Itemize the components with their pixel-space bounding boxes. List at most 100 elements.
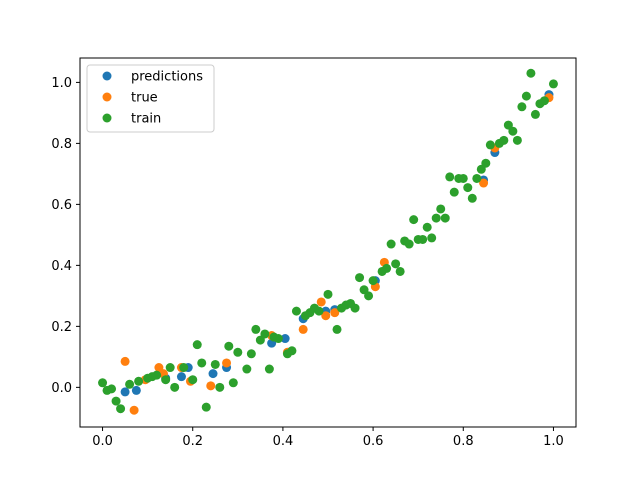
- train-point: [431, 213, 441, 223]
- train-point: [246, 349, 256, 359]
- train-point: [125, 379, 135, 389]
- train-point: [98, 378, 108, 388]
- legend-marker-true: [102, 92, 112, 102]
- train-point: [323, 289, 333, 299]
- train-point: [548, 79, 558, 89]
- y-tick-label: 0.0: [51, 381, 72, 396]
- train-point: [481, 158, 491, 168]
- train-point: [440, 213, 450, 223]
- train-point: [179, 363, 189, 373]
- predictions-point: [176, 372, 186, 382]
- train-point: [499, 135, 509, 145]
- train-point: [512, 135, 522, 145]
- true-point: [479, 178, 489, 188]
- train-point: [508, 126, 518, 136]
- train-point: [418, 234, 428, 244]
- true-point: [120, 356, 130, 366]
- series-train: [98, 68, 558, 414]
- train-point: [134, 376, 144, 386]
- true-point: [298, 324, 308, 334]
- train-point: [530, 109, 540, 119]
- legend-marker-predictions: [102, 71, 112, 81]
- true-point: [316, 297, 326, 307]
- axes-frame: [79, 57, 577, 428]
- train-point: [242, 364, 252, 374]
- y-tick-label: 0.2: [51, 320, 72, 335]
- data-points: [98, 68, 558, 415]
- train-point: [526, 68, 536, 78]
- train-point: [539, 96, 549, 106]
- train-point: [197, 358, 207, 368]
- predictions-point: [120, 387, 130, 397]
- train-point: [472, 173, 482, 183]
- train-point: [116, 404, 126, 414]
- y-tick-label: 0.8: [51, 137, 72, 152]
- train-point: [458, 173, 468, 183]
- train-point: [233, 347, 243, 357]
- legend-box: [86, 64, 215, 133]
- train-point: [391, 259, 401, 269]
- y-tick-label: 1.0: [51, 76, 72, 91]
- x-tick-label: 0.2: [182, 434, 203, 449]
- train-point: [427, 233, 437, 243]
- train-point: [251, 324, 261, 334]
- train-point: [188, 375, 198, 385]
- train-point: [201, 402, 211, 412]
- train-point: [386, 239, 396, 249]
- train-point: [409, 215, 419, 225]
- train-point: [224, 341, 234, 351]
- train-point: [422, 222, 432, 232]
- train-point: [364, 291, 374, 301]
- train-point: [517, 102, 527, 112]
- train-point: [332, 324, 342, 334]
- legend-label-predictions: predictions: [131, 70, 203, 85]
- train-point: [404, 239, 414, 249]
- train-point: [260, 329, 270, 339]
- predictions-point: [208, 369, 218, 379]
- x-axis: 0.0 0.2 0.4 0.6 0.8 1.0: [92, 427, 564, 449]
- train-point: [382, 263, 392, 273]
- train-point: [228, 378, 238, 388]
- predictions-point: [131, 385, 141, 395]
- train-point: [152, 370, 162, 380]
- legend-label-train: train: [131, 112, 161, 127]
- train-point: [368, 276, 378, 286]
- train-point: [210, 359, 220, 369]
- train-point: [449, 187, 459, 197]
- legend-marker-train: [102, 113, 112, 123]
- train-point: [463, 183, 473, 193]
- train-point: [165, 363, 175, 373]
- train-point: [521, 91, 531, 101]
- train-point: [111, 396, 121, 406]
- true-point: [129, 405, 139, 415]
- x-tick-label: 0.0: [92, 434, 113, 449]
- y-axis: 0.0 0.2 0.4 0.6 0.8 1.0: [51, 76, 80, 396]
- train-point: [215, 382, 225, 392]
- train-point: [170, 382, 180, 392]
- train-point: [445, 172, 455, 182]
- train-point: [314, 306, 324, 316]
- legend-label-true: true: [131, 91, 158, 106]
- x-tick-label: 0.8: [453, 434, 474, 449]
- y-tick-label: 0.6: [51, 198, 72, 213]
- train-point: [107, 384, 117, 394]
- train-point: [355, 273, 365, 283]
- train-point: [467, 193, 477, 203]
- train-point: [350, 303, 360, 313]
- train-point: [161, 375, 171, 385]
- x-tick-label: 0.4: [273, 434, 294, 449]
- predictions-point: [280, 334, 290, 344]
- train-point: [287, 346, 297, 356]
- train-point: [192, 340, 202, 350]
- x-tick-label: 0.6: [363, 434, 384, 449]
- train-point: [395, 266, 405, 276]
- true-point: [321, 311, 331, 321]
- true-point: [206, 381, 216, 391]
- train-point: [485, 140, 495, 150]
- train-point: [291, 306, 301, 316]
- true-point: [222, 358, 232, 368]
- train-point: [273, 334, 283, 344]
- true-point: [330, 308, 340, 318]
- train-point: [436, 204, 446, 214]
